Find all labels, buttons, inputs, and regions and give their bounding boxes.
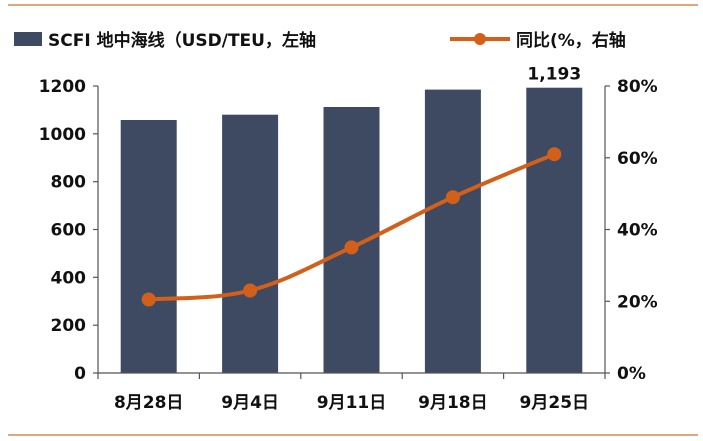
bar-5: [526, 87, 583, 373]
x-tick-label: 9月11日: [317, 393, 387, 413]
legend-line-label: 同比(%，右轴: [516, 30, 626, 51]
left-tick-label: 600: [51, 221, 87, 241]
top-rule: [8, 4, 698, 6]
data-labels: 1,193: [527, 65, 581, 85]
legend-bar-label: SCFI 地中海线（USD/TEU，左轴: [48, 30, 316, 51]
value-label: 1,193: [527, 65, 581, 85]
bar-1: [120, 120, 177, 373]
bar-2: [222, 114, 279, 373]
right-tick-label: 80%: [617, 77, 658, 97]
yoy-point-1: [141, 292, 156, 307]
yoy-point-5: [547, 147, 562, 162]
legend: SCFI 地中海线（USD/TEU，左轴 同比(%，右轴: [14, 30, 626, 51]
left-tick-label: 0: [74, 364, 86, 384]
bars: [120, 87, 583, 373]
x-axis-ticks: 8月28日 9月4日 9月11日 9月18日 9月25日: [114, 393, 589, 413]
left-tick-label: 1200: [39, 77, 86, 97]
x-tick-label: 9月25日: [520, 393, 590, 413]
legend-bar-swatch: [14, 32, 42, 46]
left-tick-label: 800: [51, 173, 87, 193]
bar-4: [424, 89, 481, 373]
yoy-point-3: [344, 240, 359, 255]
right-tick-label: 40%: [617, 221, 658, 241]
legend-line-marker: [474, 33, 486, 45]
x-tick-label: 9月4日: [221, 393, 279, 413]
left-axis-ticks: 0 200 400 600 800 1000 1200: [39, 77, 98, 384]
line-series: [141, 147, 562, 307]
yoy-point-2: [243, 283, 258, 298]
x-tick-label: 8月28日: [114, 393, 184, 413]
left-tick-label: 200: [51, 316, 87, 336]
right-tick-label: 20%: [617, 292, 658, 312]
right-axis-ticks: 0% 20% 40% 60% 80%: [605, 77, 658, 384]
right-tick-label: 0%: [617, 364, 646, 384]
x-tick-label: 9月18日: [418, 393, 488, 413]
left-tick-label: 400: [51, 268, 87, 288]
bottom-rule: [8, 434, 698, 436]
left-tick-label: 1000: [39, 125, 86, 145]
yoy-point-4: [445, 190, 460, 205]
right-tick-label: 60%: [617, 149, 658, 169]
